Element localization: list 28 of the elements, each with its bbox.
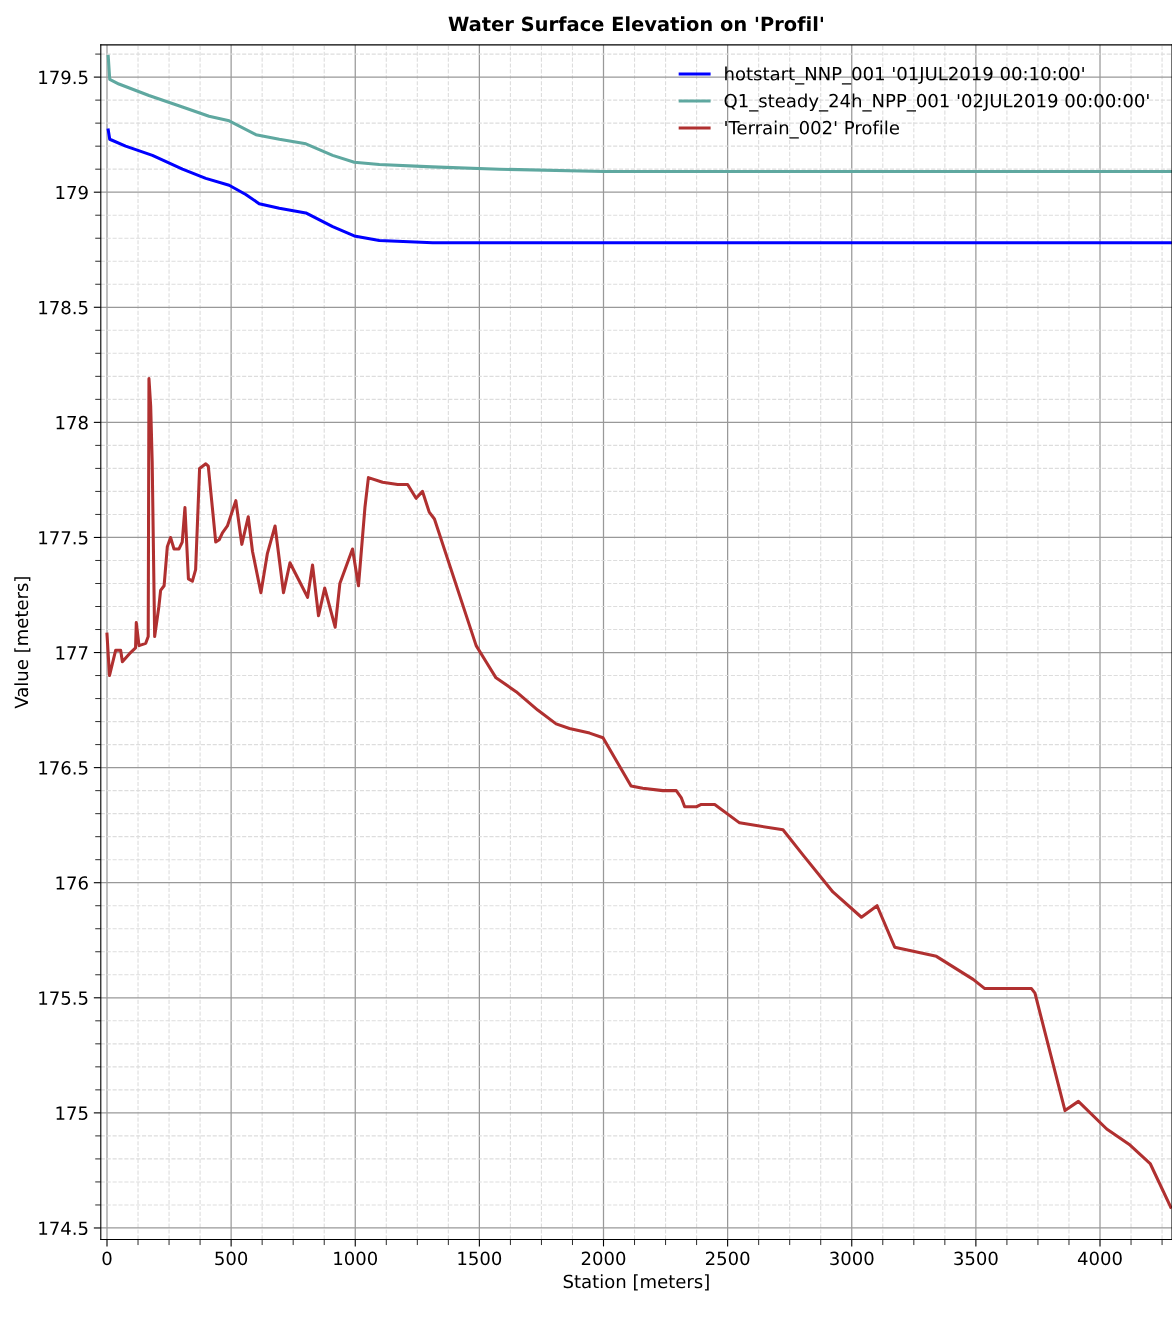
x-tick-label: 4000 <box>1077 1251 1122 1266</box>
line-series <box>106 54 1172 174</box>
chart-title: Water Surface Elevation on 'Profil' <box>448 16 824 32</box>
x-tick-label: 2000 <box>581 1251 626 1266</box>
legend-label: hotstart_NNP_001 '01JUL2019 00:10:00' <box>725 66 1084 85</box>
y-tick-label: 175.5 <box>39 991 88 1005</box>
x-tick-label: 3000 <box>830 1251 874 1266</box>
y-tick-label: 174.5 <box>39 1221 88 1236</box>
legend-label: 'Terrain_002' Profile <box>725 120 899 139</box>
y-tick-label: 177 <box>56 646 88 660</box>
y-tick-label: 175 <box>56 1106 88 1120</box>
x-tick-label: 500 <box>215 1251 248 1266</box>
y-tick-label: 176.5 <box>39 761 88 775</box>
x-tick-label: 0 <box>102 1251 112 1266</box>
x-tick-label: 1500 <box>458 1251 502 1266</box>
y-axis-title: Value [meters] <box>14 577 31 709</box>
x-tick-label: 3500 <box>954 1251 998 1266</box>
y-tick-label: 177.5 <box>39 531 88 545</box>
y-tick-label: 176 <box>56 876 88 890</box>
x-tick-label: 1000 <box>334 1251 378 1266</box>
x-axis-title: Station [meters] <box>563 1274 709 1291</box>
y-tick-label: 178.5 <box>39 300 88 315</box>
legend-label: Q1_steady_24h_NPP_001 '02JUL2019 00:00:00' <box>724 93 1149 112</box>
x-tick-label: 2500 <box>705 1251 750 1266</box>
line-series <box>105 377 1172 1209</box>
y-tick-label: 179.5 <box>39 70 88 85</box>
y-tick-label: 178 <box>56 415 88 430</box>
y-tick-label: 179 <box>56 185 88 200</box>
